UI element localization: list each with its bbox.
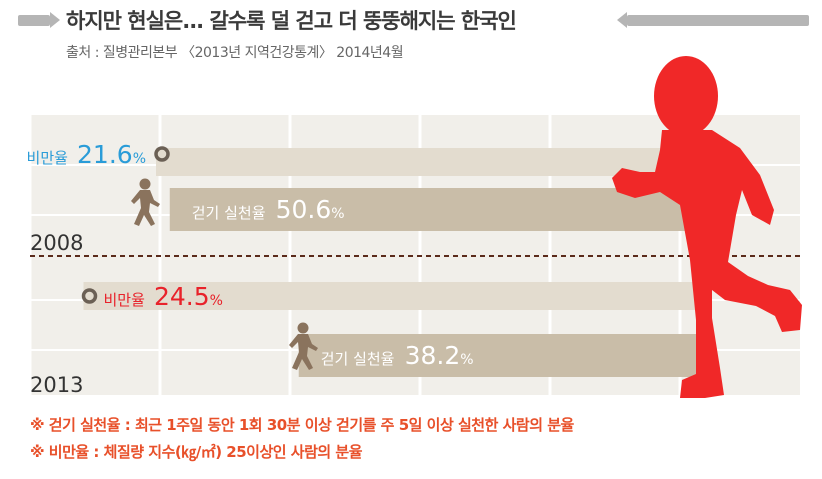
source-caption: 출처 : 질병관리본부 〈2013년 지역건강통계〉 2014년4월: [66, 45, 404, 61]
title-row: 하지만 현실은... 갈수록 덜 걷고 더 뚱뚱해지는 한국인: [0, 0, 822, 40]
title-decor-bar-right: [627, 15, 809, 26]
unit-obesity-2013: %: [210, 293, 223, 309]
unit-walking-2013: %: [460, 352, 473, 368]
year-label-2013: 2013: [30, 373, 83, 397]
value-obesity-2013: 24.5: [154, 282, 210, 311]
value-obesity-2008: 21.6: [77, 140, 133, 169]
bar-walking-2008: [169, 188, 696, 231]
obesity-marker-2008: [154, 146, 170, 162]
walking-person-icon: [131, 178, 160, 226]
data-label-walking-2008: 걷기 실천율 50.6%: [192, 195, 345, 224]
title-decor-arrow-right: [617, 12, 627, 28]
value-walking-2013: 38.2: [405, 341, 461, 370]
running-person-icon: [612, 56, 802, 398]
data-label-obesity-2008: 비만율 21.6%: [27, 140, 146, 169]
obesity-marker-2013: [81, 288, 98, 304]
series-name-walking: 걷기 실천율: [321, 350, 395, 368]
series-name-walking: 걷기 실천율: [192, 204, 266, 222]
footnote-obesity: ※ 비만율 : 체질량 지수(㎏/㎡) 25이상인 사람의 분율: [30, 443, 363, 461]
obesity-band-2013: [83, 282, 696, 310]
obesity-band-2008: [156, 148, 696, 176]
title-decor-arrow-left: [50, 12, 60, 28]
unit-walking-2008: %: [331, 206, 344, 222]
page-title: 하지만 현실은... 갈수록 덜 걷고 더 뚱뚱해지는 한국인: [66, 9, 517, 33]
unit-obesity-2008: %: [133, 151, 146, 167]
series-name-obesity: 비만율: [27, 149, 68, 167]
data-label-obesity-2013: 비만율 24.5%: [104, 282, 223, 311]
data-label-walking-2013: 걷기 실천율 38.2%: [321, 341, 474, 370]
bar-walking-2013: [298, 334, 696, 377]
walking-person-icon: [289, 322, 318, 370]
year-label-2008: 2008: [30, 231, 83, 255]
footnote-walking: ※ 걷기 실천율 : 최근 1주일 동안 1회 30분 이상 걷기를 주 5일 …: [30, 416, 574, 434]
value-walking-2008: 50.6: [276, 195, 332, 224]
title-decor-bar-left: [18, 15, 50, 26]
series-name-obesity: 비만율: [104, 291, 145, 309]
